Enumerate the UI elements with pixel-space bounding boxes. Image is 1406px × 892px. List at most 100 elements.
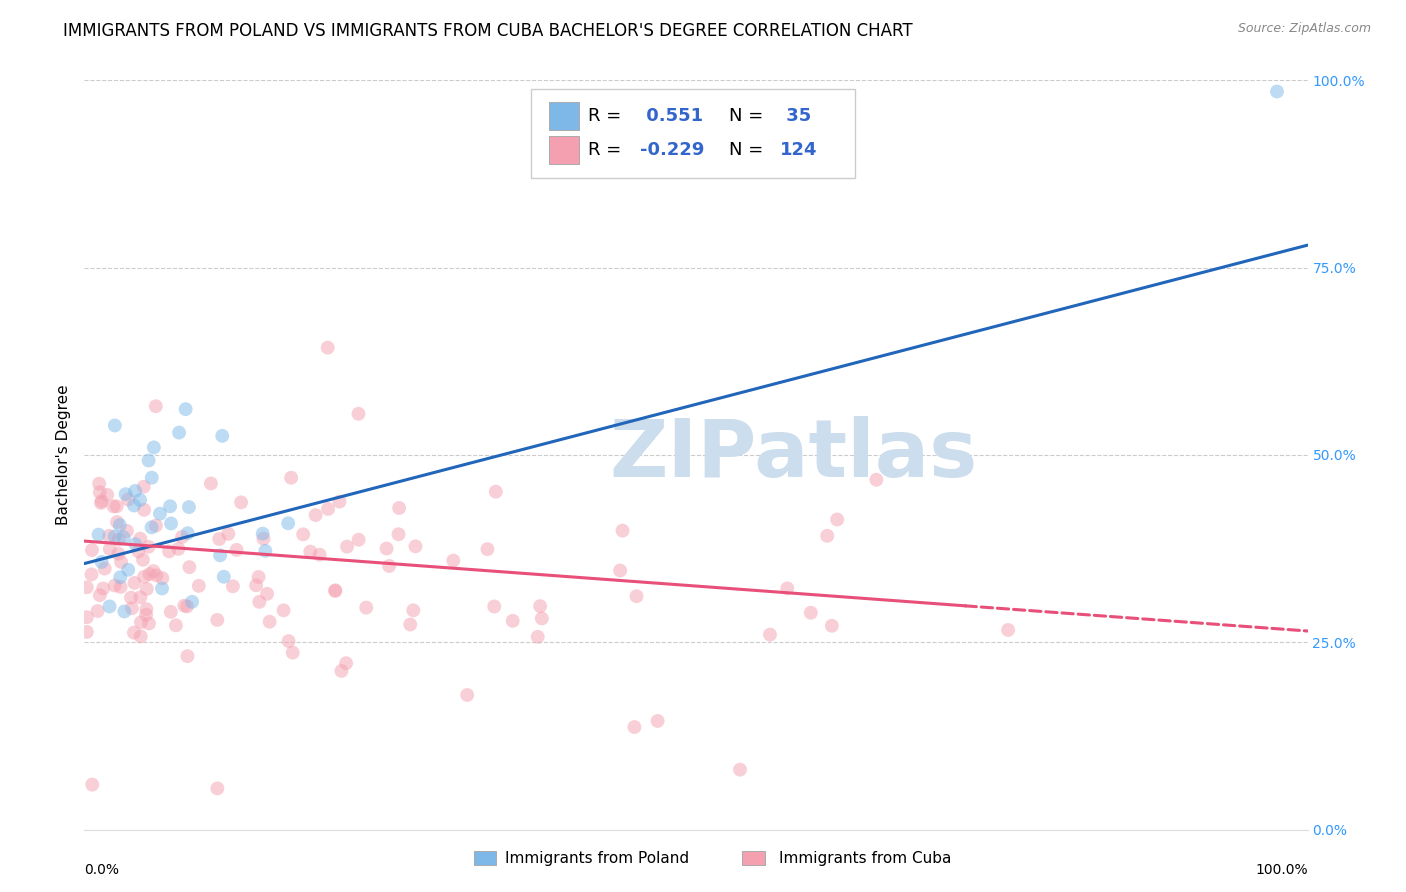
Point — [997, 623, 1019, 637]
Point — [142, 441, 165, 455]
Y-axis label: Bachelor's Degree: Bachelor's Degree — [56, 384, 72, 525]
Point — [112, 530, 135, 544]
Point — [207, 781, 229, 796]
Point — [529, 599, 551, 614]
Point — [1265, 85, 1288, 99]
Point — [145, 518, 167, 533]
Text: Immigrants from Poland: Immigrants from Poland — [506, 851, 689, 865]
Point — [138, 567, 160, 582]
Point — [387, 527, 409, 541]
Point — [354, 600, 377, 615]
Point — [124, 483, 146, 498]
Point — [122, 499, 145, 513]
Point — [254, 544, 277, 558]
Text: -0.229: -0.229 — [640, 141, 704, 159]
Point — [292, 527, 315, 541]
Point — [323, 583, 346, 598]
Point — [82, 778, 104, 792]
Point — [477, 542, 499, 557]
Point — [388, 500, 411, 515]
Point — [115, 524, 138, 538]
Point — [98, 599, 121, 614]
Point — [247, 570, 270, 584]
Point — [299, 544, 322, 558]
Point — [208, 532, 231, 546]
Point — [110, 580, 132, 594]
Point — [800, 606, 823, 620]
Text: R =: R = — [588, 141, 627, 159]
Point — [404, 539, 426, 553]
Point — [129, 591, 152, 605]
Point — [776, 582, 799, 596]
Point — [815, 529, 838, 543]
Point — [179, 560, 201, 574]
Point — [150, 582, 173, 596]
Point — [159, 605, 181, 619]
Point — [217, 526, 239, 541]
Point — [135, 582, 157, 596]
Point — [120, 591, 142, 605]
Point — [104, 530, 127, 544]
Point — [93, 561, 115, 575]
Point — [112, 604, 135, 618]
Point — [176, 526, 198, 541]
Point — [87, 527, 110, 541]
Point — [114, 487, 136, 501]
Point — [160, 516, 183, 531]
Point — [110, 555, 132, 569]
Point — [157, 544, 180, 558]
FancyBboxPatch shape — [531, 89, 855, 178]
Point — [728, 763, 751, 777]
Point — [225, 543, 247, 558]
Point — [159, 500, 181, 514]
Point — [145, 568, 167, 582]
Point — [86, 604, 108, 618]
Point — [304, 508, 326, 522]
Point — [124, 575, 146, 590]
Point — [328, 494, 350, 508]
Point — [132, 480, 155, 494]
Point — [176, 649, 198, 664]
Point — [132, 503, 155, 517]
Point — [135, 607, 157, 622]
Point — [138, 616, 160, 631]
Point — [135, 602, 157, 616]
Point — [526, 630, 548, 644]
Text: N =: N = — [728, 107, 769, 125]
Point — [127, 544, 149, 558]
Point — [484, 599, 506, 614]
Point — [252, 526, 274, 541]
Point — [347, 533, 370, 547]
Point — [647, 714, 669, 728]
Point — [273, 603, 295, 617]
Point — [132, 570, 155, 584]
Point — [149, 507, 172, 521]
Point — [759, 627, 782, 641]
Point — [117, 492, 139, 507]
Point — [609, 564, 631, 578]
Point — [174, 402, 197, 417]
Point — [170, 530, 193, 544]
Point — [76, 580, 98, 594]
Point — [107, 547, 129, 561]
Point — [142, 564, 165, 578]
Point — [121, 601, 143, 615]
Text: Immigrants from Cuba: Immigrants from Cuba — [779, 851, 950, 865]
Point — [124, 537, 146, 551]
Point — [91, 582, 114, 596]
Text: N =: N = — [728, 141, 769, 159]
Point — [138, 453, 160, 467]
Text: 124: 124 — [780, 141, 818, 159]
Point — [80, 567, 103, 582]
Point — [209, 549, 232, 563]
Point — [335, 656, 357, 670]
Point — [222, 579, 245, 593]
Point — [330, 664, 353, 678]
Point — [165, 618, 187, 632]
Point — [167, 425, 190, 440]
Point — [347, 407, 370, 421]
Point — [89, 476, 111, 491]
Point — [167, 541, 190, 556]
Bar — [742, 851, 765, 865]
Point — [103, 500, 125, 514]
